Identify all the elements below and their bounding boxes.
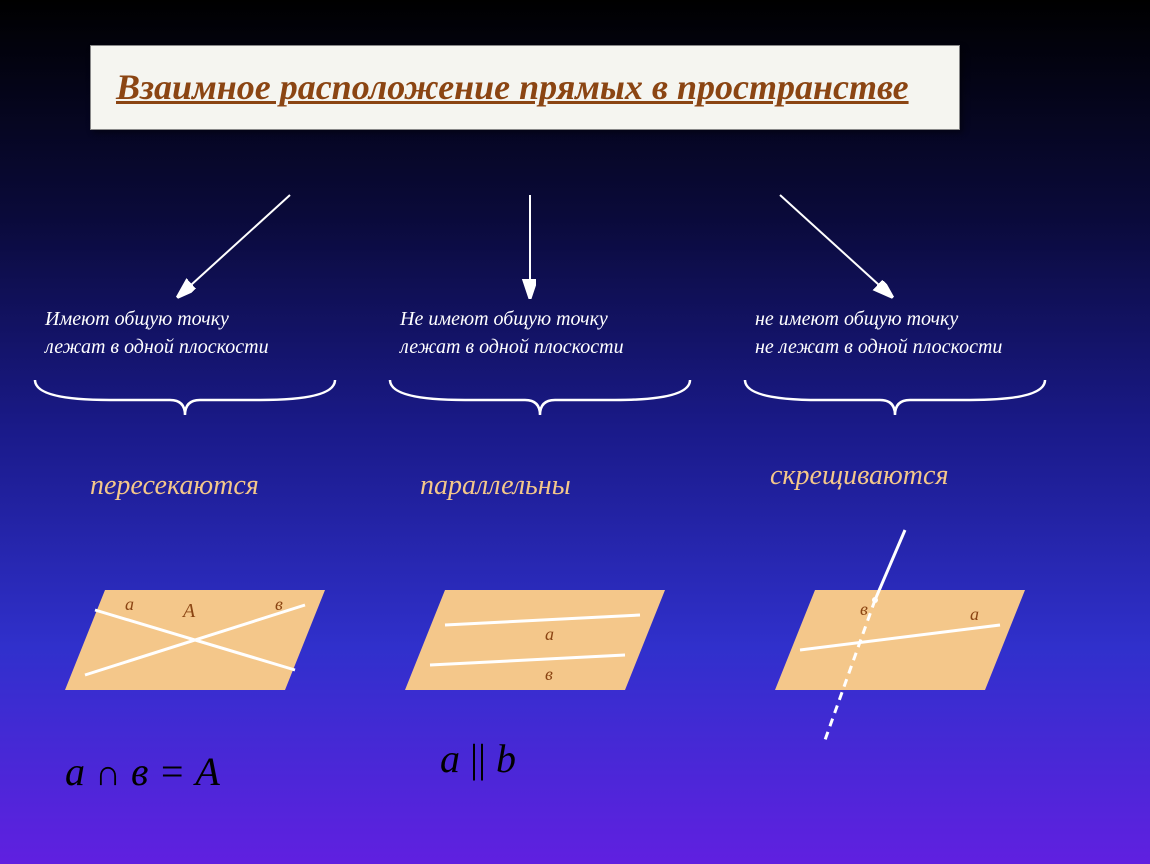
page-title: Взаимное расположение прямых в пространс… <box>116 64 934 111</box>
svg-text:A: A <box>181 600 196 622</box>
desc-col-2: Не имеют общую точку лежат в одной плоск… <box>400 305 624 361</box>
desc-line: Имеют общую точку <box>45 305 269 333</box>
desc-line: Не имеют общую точку <box>400 305 624 333</box>
brace-2 <box>385 375 695 425</box>
svg-text:a: a <box>125 594 134 614</box>
diagram-intersecting: a в A <box>55 575 345 705</box>
title-box: Взаимное расположение прямых в пространс… <box>90 45 960 130</box>
category-2: параллельны <box>420 470 571 502</box>
desc-line: лежат в одной плоскости <box>45 333 269 361</box>
svg-text:в: в <box>275 594 283 614</box>
desc-line: не имеют общую точку <box>755 305 1002 333</box>
svg-text:a: a <box>545 624 554 644</box>
desc-col-1: Имеют общую точку лежат в одной плоскост… <box>45 305 269 361</box>
formula-2: a || b <box>440 735 516 782</box>
svg-text:в: в <box>545 664 553 684</box>
category-1: пересекаются <box>90 470 259 502</box>
desc-col-3: не имеют общую точку не лежат в одной пл… <box>755 305 1002 361</box>
desc-line: лежат в одной плоскости <box>400 333 624 361</box>
brace-1 <box>30 375 340 425</box>
diagram-skew: в a <box>745 520 1055 750</box>
brace-3 <box>740 375 1050 425</box>
formula-1: a ∩ в = A <box>65 748 220 795</box>
svg-text:в: в <box>860 599 868 619</box>
desc-line: не лежат в одной плоскости <box>755 333 1002 361</box>
category-3: скрещиваются <box>770 460 948 492</box>
diagram-parallel: a в <box>395 575 685 705</box>
svg-text:a: a <box>970 604 979 624</box>
